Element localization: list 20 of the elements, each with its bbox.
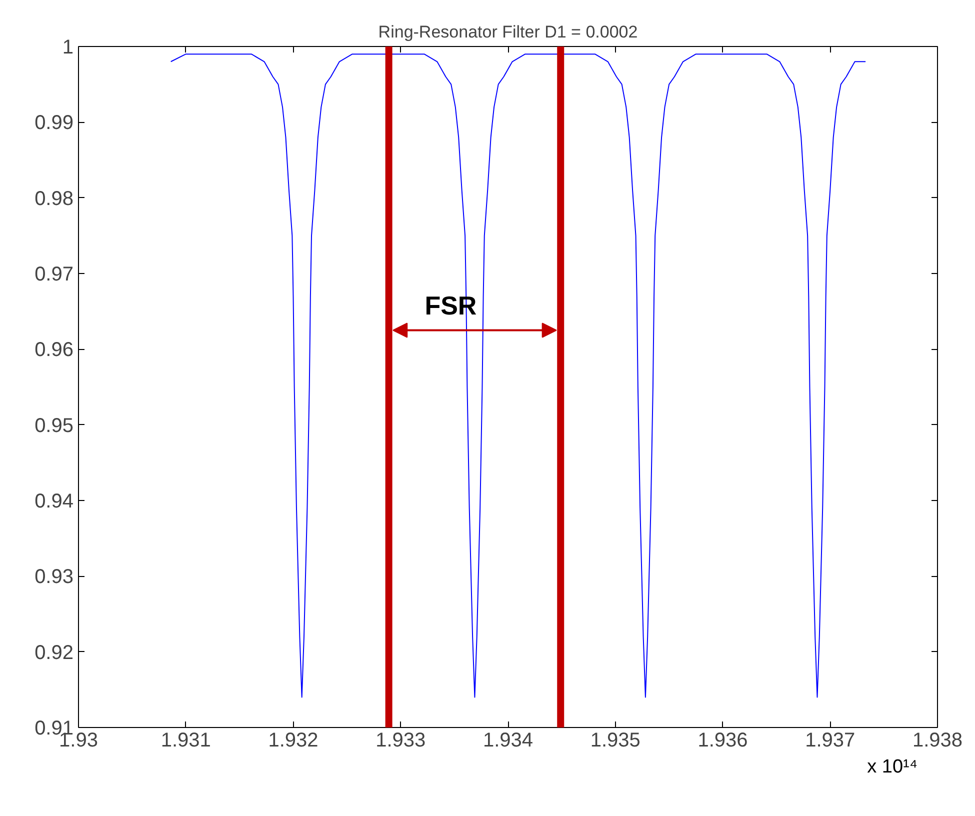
chart-title: Ring-Resonator Filter D1 = 0.0002 xyxy=(378,22,638,42)
x-tick-label: 1.933 xyxy=(376,730,426,752)
text: x 10¹⁴ xyxy=(867,756,918,778)
x-tick-label: 1.934 xyxy=(482,730,534,752)
y-tick-label: 0.92 xyxy=(34,642,74,664)
y-tick-label: 0.96 xyxy=(34,339,74,362)
line-series xyxy=(170,54,866,698)
y-tick-label: 0.97 xyxy=(34,264,74,286)
x-tick-label: 1.932 xyxy=(268,730,318,752)
x-tick-label: 1.937 xyxy=(805,730,856,752)
y-tick-label: 0.98 xyxy=(34,188,74,210)
x-tick-label: 1.931 xyxy=(160,730,211,752)
y-tick-label: 0.95 xyxy=(34,414,74,437)
x-tick-label: 1.938 xyxy=(912,730,963,752)
y-tick-label: 0.99 xyxy=(34,112,74,134)
x-tick-label: 1.936 xyxy=(698,730,748,752)
y-tick-label: 1 xyxy=(62,36,74,58)
x-tick-label: 1.935 xyxy=(590,730,640,752)
y-tick-label: 0.94 xyxy=(34,490,74,512)
y-tick-label: 0.93 xyxy=(34,566,74,588)
